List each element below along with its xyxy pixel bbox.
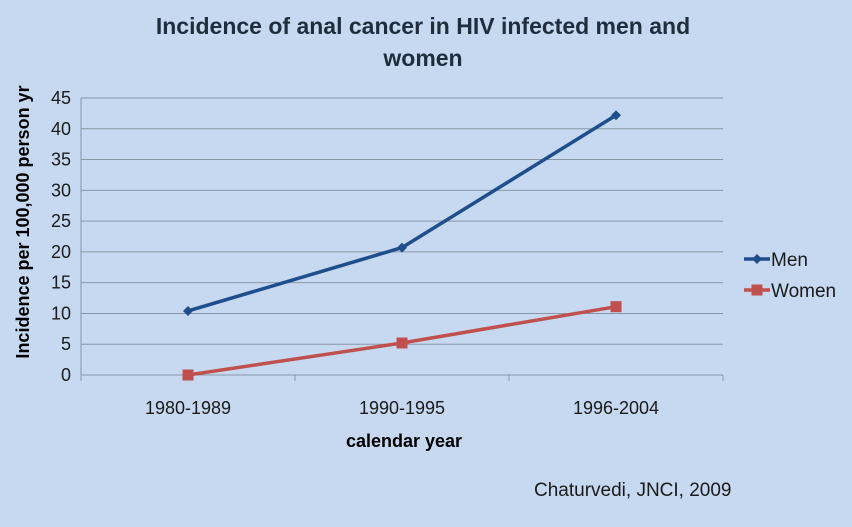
y-tick-label: 15	[51, 273, 71, 293]
series-layer	[182, 110, 622, 381]
legend-label-men: Men	[771, 250, 808, 271]
y-tick-label: 40	[51, 119, 71, 139]
chart-title-line-2: women	[382, 45, 462, 71]
y-tick-label: 35	[51, 150, 71, 170]
data-point-men	[397, 242, 407, 253]
legend-marker-women	[751, 284, 763, 296]
x-tick-label: 1996-2004	[573, 398, 659, 418]
legend: Men Women	[744, 250, 836, 302]
data-point-women	[182, 369, 194, 381]
y-tick-label: 25	[51, 211, 71, 231]
x-axis-label: calendar year	[346, 431, 462, 451]
gridlines	[81, 97, 723, 345]
data-point-men	[611, 110, 621, 121]
data-point-women	[610, 301, 622, 313]
x-tick-label: 1980-1989	[145, 398, 231, 418]
data-point-women	[396, 337, 408, 349]
data-point-men	[183, 305, 193, 316]
citation: Chaturvedi, JNCI, 2009	[534, 480, 732, 501]
y-tick-label: 5	[61, 334, 71, 354]
legend-label-women: Women	[771, 281, 836, 302]
x-tick-label: 1990-1995	[359, 398, 445, 418]
legend-item-women: Women	[744, 281, 836, 302]
legend-item-men: Men	[744, 250, 808, 271]
y-tick-label: 10	[51, 303, 71, 323]
series-women	[182, 301, 622, 381]
y-tick-label: 30	[51, 180, 71, 200]
y-tick-label: 20	[51, 242, 71, 262]
y-tick-label: 0	[61, 365, 71, 385]
series-line-men	[187, 113, 617, 313]
y-axis-label: Incidence per 100,000 person yr	[13, 85, 33, 358]
series-men	[183, 110, 621, 316]
legend-marker-men	[752, 254, 762, 264]
y-tick-label: 45	[51, 88, 71, 108]
chart-title-line-1: Incidence of anal cancer in HIV infected…	[156, 13, 690, 39]
y-tick-labels: 0 5 10 15 20 25 30 35 40 45	[51, 88, 71, 385]
x-tick-labels: 1980-1989 1990-1995 1996-2004	[145, 398, 659, 418]
